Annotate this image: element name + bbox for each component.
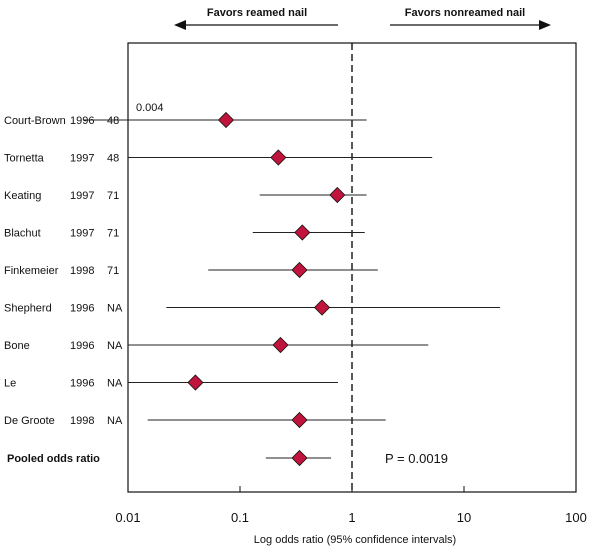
study-year: 1997 <box>70 190 94 202</box>
pooled-marker <box>291 449 308 467</box>
study-n: 71 <box>107 228 119 240</box>
odds-ratio-marker <box>291 261 308 279</box>
study-year: 1996 <box>70 115 94 127</box>
odds-ratio-marker <box>187 374 204 391</box>
study-name: Tornetta <box>4 153 45 165</box>
x-tick-label: 0.1 <box>231 510 249 525</box>
study-n: 48 <box>107 153 119 165</box>
x-tick-label: 0.01 <box>115 510 140 525</box>
study-row: Blachut 1997 71 <box>4 224 365 241</box>
p-value-label: P = 0.0019 <box>385 451 448 466</box>
arrow-right-head-icon <box>539 20 551 30</box>
study-n: NA <box>107 340 123 352</box>
arrow-left-head-icon <box>174 20 186 30</box>
study-year: 1996 <box>70 378 94 390</box>
study-n: NA <box>107 303 123 315</box>
study-row: Tornetta 1997 48 <box>4 149 433 166</box>
header-favors-nonreamed: Favors nonreamed nail <box>405 7 525 19</box>
odds-ratio-marker <box>313 299 331 316</box>
pooled-label: Pooled odds ratio <box>7 453 100 465</box>
x-axis-ticks: 0.01 0.1 1 10 100 <box>115 486 587 525</box>
study-name: Keating <box>4 190 41 202</box>
pooled-row: Pooled odds ratio <box>7 449 332 467</box>
study-name: Le <box>4 378 16 390</box>
annotation-lower-bound: 0.004 <box>136 102 164 114</box>
odds-ratio-marker <box>291 411 308 429</box>
study-year: 1996 <box>70 340 94 352</box>
x-tick-label: 10 <box>457 510 471 525</box>
study-name: Finkemeier <box>4 265 59 277</box>
study-n: 48 <box>107 115 119 127</box>
study-year: 1998 <box>70 415 94 427</box>
study-name: Shepherd <box>4 303 52 315</box>
study-row: Court-Brown 1996 48 <box>4 111 367 129</box>
header-favors-reamed: Favors reamed nail <box>207 7 307 19</box>
study-name: Court-Brown <box>4 115 66 127</box>
x-tick-label: 1 <box>348 510 355 525</box>
study-rows: Court-Brown 1996 48 Tornetta 1997 48 Keating 19… <box>4 111 501 467</box>
odds-ratio-marker <box>329 186 346 204</box>
x-tick-label: 100 <box>565 510 587 525</box>
study-year: 1996 <box>70 303 94 315</box>
study-year: 1997 <box>70 153 94 165</box>
odds-ratio-marker <box>217 111 235 129</box>
header: Favors reamed nail Favors nonreamed nail <box>174 7 551 30</box>
study-row: Keating 1997 71 <box>4 186 367 204</box>
study-row: De Groote 1998 NA <box>4 411 386 429</box>
study-name: De Groote <box>4 415 55 427</box>
study-row: Le 1996 NA <box>4 374 339 391</box>
study-year: 1998 <box>70 265 94 277</box>
study-n: NA <box>107 415 123 427</box>
odds-ratio-marker <box>294 224 311 241</box>
study-row: Bone 1996 NA <box>4 336 429 354</box>
study-name: Blachut <box>4 228 41 240</box>
study-row: Shepherd 1996 NA <box>4 299 501 316</box>
study-year: 1997 <box>70 228 94 240</box>
study-n: 71 <box>107 190 119 202</box>
study-name: Bone <box>4 340 30 352</box>
x-axis-title: Log odds ratio (95% confidence intervals… <box>254 534 456 546</box>
study-n: 71 <box>107 265 119 277</box>
study-row: Finkemeier 1998 71 <box>4 261 378 279</box>
study-n: NA <box>107 378 123 390</box>
odds-ratio-marker <box>270 149 287 166</box>
odds-ratio-marker <box>272 336 289 354</box>
